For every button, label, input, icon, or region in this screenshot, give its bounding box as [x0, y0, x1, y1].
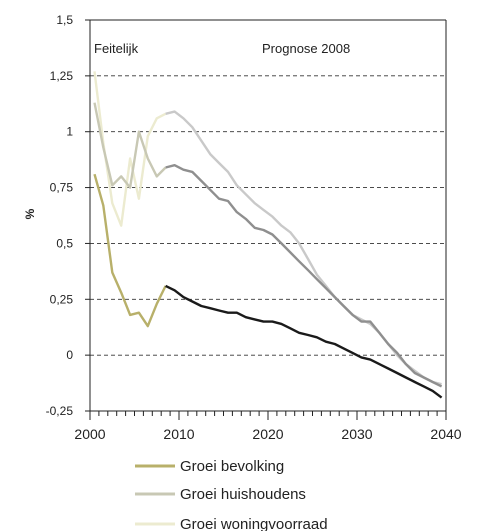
series-lines — [93, 71, 443, 399]
y-tick-label: 0,25 — [50, 292, 74, 306]
series-line-1 — [93, 102, 167, 189]
series-line-4 — [165, 163, 443, 388]
y-tick-label: 0,5 — [56, 236, 73, 250]
y-tick-label: 1 — [66, 125, 73, 139]
series-line-3 — [165, 284, 443, 399]
y-tick-label: 1,5 — [56, 13, 73, 27]
x-tick-label: 2010 — [163, 426, 194, 442]
series-line-5 — [165, 110, 442, 386]
x-tick-label: 2040 — [430, 426, 461, 442]
annotation-actual: Feitelijk — [94, 41, 139, 56]
annotation-forecast: Prognose 2008 — [262, 41, 350, 56]
x-tick-labels: 2000 2010 2020 2030 2040 — [74, 426, 461, 442]
x-tick-label: 2020 — [252, 426, 283, 442]
legend-label-woningvoorraad: Groei woningvoorraad — [180, 516, 328, 531]
legend-label-huishoudens: Groei huishoudens — [180, 486, 306, 503]
y-tick-labels: 1,5 1,25 1 0,75 0,5 0,25 0 -0,25 — [46, 13, 74, 418]
axes — [85, 19, 447, 420]
x-tick-label: 2000 — [74, 426, 105, 442]
y-tick-label: 0 — [66, 348, 73, 362]
series-line-0 — [93, 173, 167, 328]
x-tick-label: 2030 — [341, 426, 372, 442]
series-line-2 — [93, 71, 167, 227]
y-tick-label: 0,75 — [50, 181, 74, 195]
y-tick-label: -0,25 — [46, 404, 74, 418]
legend-label-bevolking: Groei bevolking — [180, 458, 284, 475]
y-tick-label: 1,25 — [50, 69, 74, 83]
y-axis-label: % — [23, 208, 37, 219]
gridlines — [90, 75, 446, 356]
legend: Groei bevolking Groei huishoudens Groei … — [135, 458, 328, 531]
